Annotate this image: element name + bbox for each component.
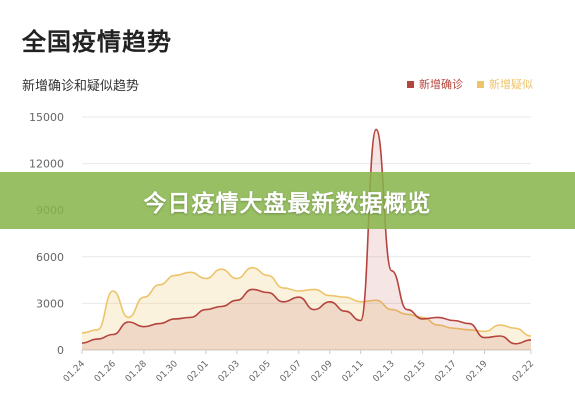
banner-text: 今日疫情大盘最新数据概览 (143, 190, 432, 217)
series-area-confirmed (82, 129, 531, 350)
legend-swatch-suspected (477, 80, 484, 88)
legend-label-confirmed: 新增确诊 (419, 78, 463, 91)
legend-label-suspected: 新增疑似 (489, 78, 533, 91)
x-tick-label: 01.26 (93, 359, 118, 384)
legend-swatch-confirmed (407, 80, 414, 88)
y-tick-label: 12000 (29, 158, 64, 171)
x-tick-label: 02.05 (248, 359, 273, 384)
y-tick-label: 0 (57, 344, 64, 357)
x-tick-label: 02.13 (371, 359, 396, 384)
x-tick-label: 02.01 (186, 359, 211, 384)
y-tick-label: 15000 (29, 111, 64, 124)
x-tick-label: 02.09 (310, 359, 335, 384)
x-tick-label: 02.17 (433, 359, 458, 384)
page-title: 全国疫情趋势 (22, 28, 172, 56)
y-tick-label: 6000 (36, 251, 64, 264)
x-tick-label: 02.07 (279, 359, 304, 384)
chart-legend: 新增确诊 新增疑似 (407, 76, 533, 92)
x-tick-label: 01.24 (62, 359, 87, 384)
x-tick-label: 02.11 (341, 359, 366, 384)
chart-subtitle: 新增确诊和疑似趋势 (22, 79, 140, 94)
series-area-suspected (82, 267, 531, 350)
x-tick-label: 02.19 (464, 359, 489, 384)
headline-banner: 今日疫情大盘最新数据概览 (0, 172, 575, 229)
legend-item-suspected[interactable]: 新增疑似 (477, 76, 533, 92)
legend-item-confirmed[interactable]: 新增确诊 (407, 76, 463, 92)
series-line-suspected (81, 266, 532, 337)
x-tick-label: 02.03 (217, 359, 242, 384)
y-tick-label: 3000 (36, 297, 64, 310)
x-tick-label: 02.22 (511, 359, 536, 384)
series-line-confirmed (81, 128, 532, 345)
x-tick-label: 01.30 (155, 359, 180, 384)
x-tick-label: 01.28 (124, 359, 149, 384)
x-tick-label: 02.15 (402, 359, 427, 384)
